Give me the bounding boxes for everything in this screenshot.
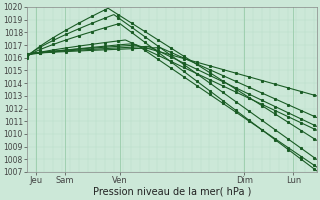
X-axis label: Pression niveau de la mer( hPa ): Pression niveau de la mer( hPa ): [92, 187, 251, 197]
